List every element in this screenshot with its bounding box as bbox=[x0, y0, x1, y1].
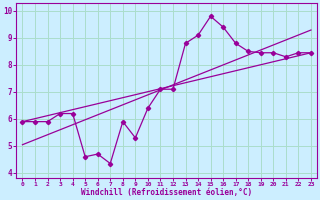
X-axis label: Windchill (Refroidissement éolien,°C): Windchill (Refroidissement éolien,°C) bbox=[81, 188, 252, 197]
